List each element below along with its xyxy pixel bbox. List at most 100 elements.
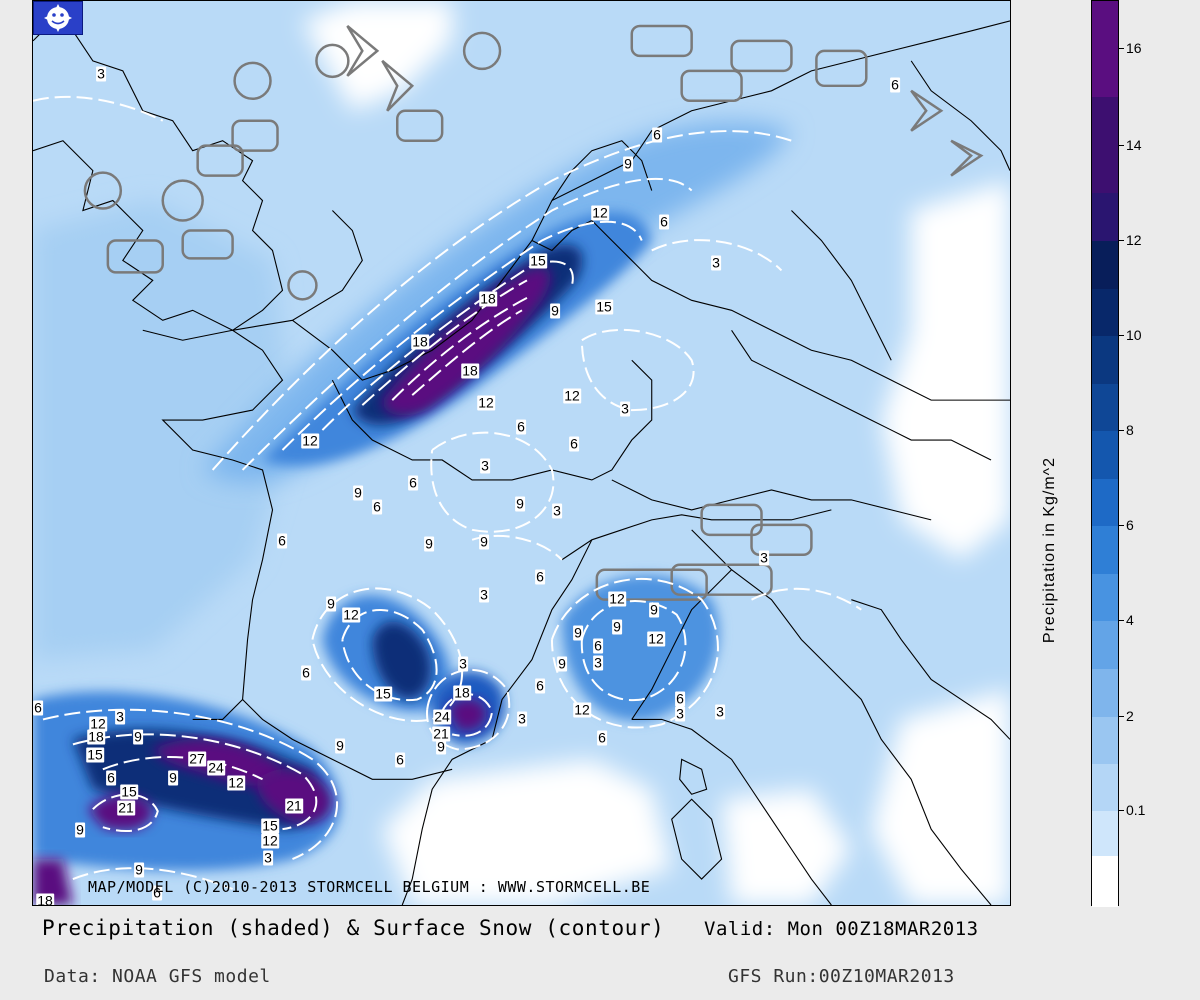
- contour-label: 3: [96, 65, 106, 82]
- colorbar-segment: [1092, 289, 1118, 336]
- contour-label: 6: [890, 76, 900, 93]
- colorbar-segment: [1092, 764, 1118, 811]
- contour-label: 12: [477, 394, 495, 411]
- contour-label: 9: [75, 821, 85, 838]
- colorbar-label: 4: [1126, 612, 1134, 628]
- contour-label: 21: [432, 725, 450, 742]
- contour-label: 15: [529, 252, 547, 269]
- colorbar-segment: [1092, 431, 1118, 479]
- contour-label: 3: [620, 400, 630, 417]
- colorbar-segment: [1092, 384, 1118, 431]
- contour-label: 15: [595, 298, 613, 315]
- contour-label: 9: [623, 155, 633, 172]
- contour-label: 15: [86, 746, 104, 763]
- colorbar-segment: [1092, 856, 1118, 907]
- contour-label: 6: [408, 474, 418, 491]
- colorbar-label: 12: [1126, 232, 1142, 248]
- contour-label: 3: [115, 708, 125, 725]
- contour-label: 3: [552, 502, 562, 519]
- colorbar-tick: [1118, 716, 1124, 717]
- contour-label: 9: [335, 737, 345, 754]
- contour-label: 9: [573, 624, 583, 641]
- contour-label: 18: [87, 728, 105, 745]
- colorbar: [1091, 0, 1119, 907]
- contour-label: 9: [133, 728, 143, 745]
- map-canvas: [33, 1, 1010, 905]
- contour-label: 3: [263, 849, 273, 866]
- contour-label: 21: [285, 797, 303, 814]
- colorbar-tick: [1118, 240, 1124, 241]
- contour-label: 9: [424, 535, 434, 552]
- contour-label: 9: [134, 861, 144, 878]
- colorbar-tick: [1118, 430, 1124, 431]
- contour-label: 18: [461, 362, 479, 379]
- contour-label: 18: [411, 333, 429, 350]
- data-source: Data: NOAA GFS model: [44, 966, 271, 987]
- contour-label: 3: [480, 457, 490, 474]
- contour-label: 9: [557, 655, 567, 672]
- snow-contours: [33, 95, 862, 890]
- contour-label: 3: [593, 654, 603, 671]
- contour-label: 21: [117, 799, 135, 816]
- contour-label: 3: [759, 549, 769, 566]
- colorbar-label: 6: [1126, 517, 1134, 533]
- contour-label: 3: [458, 655, 468, 672]
- contour-label: 6: [395, 751, 405, 768]
- watermark-text: MAP/MODEL (C)2010-2013 STORMCELL BELGIUM…: [88, 878, 651, 896]
- contour-label: 12: [608, 590, 626, 607]
- colorbar-tick: [1118, 810, 1124, 811]
- colorbar-label: 0.1: [1126, 802, 1146, 818]
- contour-label: 9: [479, 533, 489, 550]
- contour-label: 15: [261, 817, 279, 834]
- contour-label: 6: [652, 126, 662, 143]
- contour-label: 12: [89, 715, 107, 732]
- run-info: GFS Run:00Z10MAR2013: [728, 966, 955, 987]
- map-title: Precipitation (shaded) & Surface Snow (c…: [42, 916, 665, 940]
- precipitation-shading: [33, 1, 1010, 905]
- contour-label: 18: [36, 893, 54, 905]
- contour-label: 18: [453, 684, 471, 701]
- contour-label: 15: [120, 783, 138, 800]
- snow-outlines: [83, 24, 984, 601]
- colorbar-label: 10: [1126, 327, 1142, 343]
- colorbar-segment: [1092, 526, 1118, 574]
- colorbar-tick: [1118, 335, 1124, 336]
- contour-label: 6: [593, 637, 603, 654]
- contour-label: 6: [597, 729, 607, 746]
- colorbar-title: Precipitation in Kg/m^2: [1041, 456, 1058, 644]
- contour-label: 6: [152, 884, 162, 901]
- colorbar-segment: [1092, 336, 1118, 384]
- contour-label: 3: [711, 254, 721, 271]
- contour-label: 6: [33, 699, 43, 716]
- colorbar-segment: [1092, 479, 1118, 526]
- colorbar-segment: [1092, 241, 1118, 289]
- contour-label: 27: [188, 750, 206, 767]
- contour-label: 6: [516, 418, 526, 435]
- contour-label: 6: [569, 435, 579, 452]
- contour-label: 15: [374, 685, 392, 702]
- colorbar-label: 16: [1126, 40, 1142, 56]
- contour-label: 9: [649, 601, 659, 618]
- contour-label: 3: [715, 703, 725, 720]
- contour-label: 12: [647, 630, 665, 647]
- contour-label: 9: [515, 495, 525, 512]
- colorbar-segment: [1092, 193, 1118, 241]
- contour-label: 9: [550, 302, 560, 319]
- contour-label: 6: [277, 532, 287, 549]
- contour-label: 12: [342, 606, 360, 623]
- contour-label: 9: [612, 618, 622, 635]
- precipitation-map: 3 6 6 9 12 6 15 3 18 9 15 18 18 12 12 3 12 6 6 3 6 9 6 9 3 6 9 9 6 3 3…: [32, 0, 1011, 906]
- contour-label: 6: [372, 498, 382, 515]
- contour-label: 3: [479, 586, 489, 603]
- contour-label: 3: [517, 710, 527, 727]
- colorbar-segment: [1092, 574, 1118, 621]
- colorbar-tick: [1118, 525, 1124, 526]
- colorbar-segment: [1092, 669, 1118, 717]
- colorbar-segment: [1092, 1, 1118, 97]
- colorbar-segment: [1092, 717, 1118, 764]
- contour-label: 9: [353, 484, 363, 501]
- contour-label: 24: [207, 759, 225, 776]
- coastlines: [33, 20, 1010, 905]
- contour-label: 12: [261, 832, 279, 849]
- colorbar-segment: [1092, 621, 1118, 669]
